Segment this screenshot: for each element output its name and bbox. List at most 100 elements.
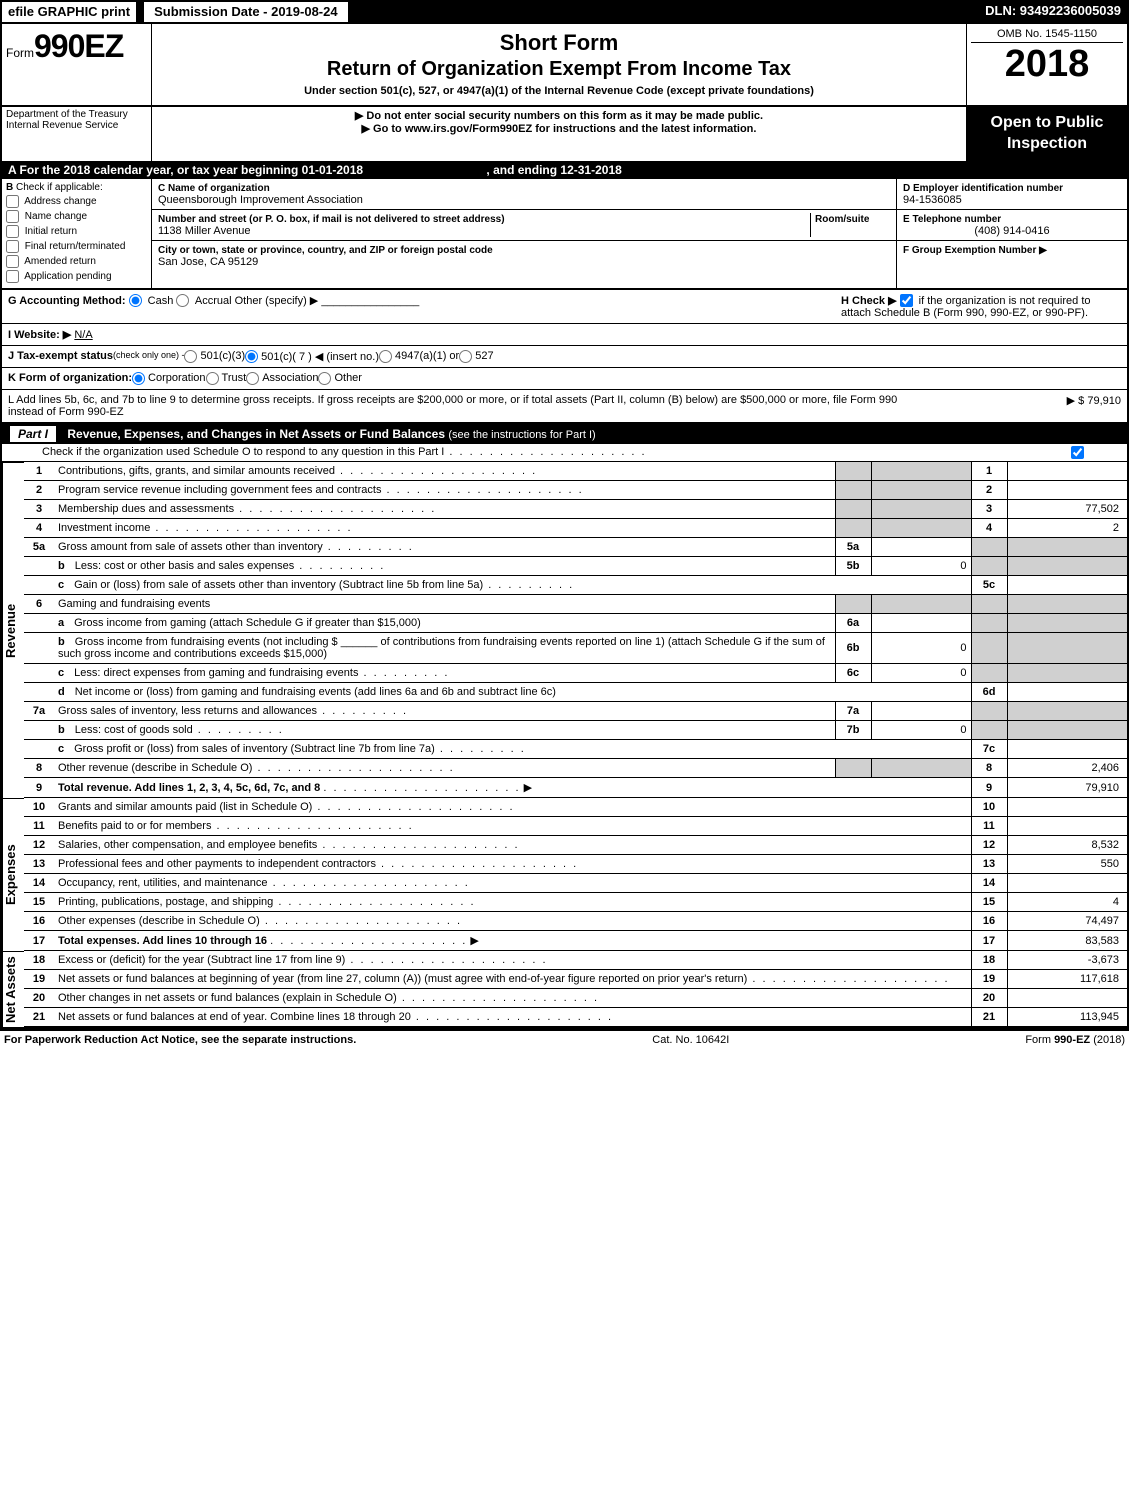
netassets-table: 18Excess or (deficit) for the year (Subt…	[24, 951, 1127, 1027]
line-10: 10Grants and similar amounts paid (list …	[24, 798, 1127, 817]
street-value: 1138 Miller Avenue	[158, 225, 251, 237]
line-6a: aGross income from gaming (attach Schedu…	[24, 614, 1127, 633]
radio-corp[interactable]	[132, 372, 145, 385]
chk-application-pending[interactable]: Application pending	[6, 270, 147, 283]
line-12: 12Salaries, other compensation, and empl…	[24, 836, 1127, 855]
other-label: Other (specify) ▶	[235, 295, 319, 307]
radio-trust[interactable]	[206, 372, 219, 385]
part1-title: Revenue, Expenses, and Changes in Net As…	[67, 427, 445, 441]
radio-assoc[interactable]	[246, 372, 259, 385]
line-6d: dNet income or (loss) from gaming and fu…	[24, 683, 1127, 702]
chk-initial-return[interactable]: Initial return	[6, 225, 147, 238]
revenue-table: 1Contributions, gifts, grants, and simil…	[24, 462, 1127, 798]
submission-date: Submission Date - 2019-08-24	[142, 0, 350, 24]
line-5a: 5aGross amount from sale of assets other…	[24, 538, 1127, 557]
part1-note: (see the instructions for Part I)	[448, 429, 595, 441]
expenses-side-label: Expenses	[2, 798, 24, 951]
line-13: 13Professional fees and other payments t…	[24, 855, 1127, 874]
footer-right: Form 990-EZ (2018)	[1025, 1034, 1125, 1046]
opt-4947: 4947(a)(1) or	[395, 350, 459, 363]
footer-center: Cat. No. 10642I	[652, 1034, 729, 1046]
goto-link[interactable]: ▶ Go to www.irs.gov/Form990EZ for instru…	[154, 122, 964, 135]
city-label: City or town, state or province, country…	[158, 245, 493, 256]
part1-header: Part I Revenue, Expenses, and Changes in…	[0, 424, 1129, 444]
chk-name-change[interactable]: Name change	[6, 210, 147, 223]
city-value: San Jose, CA 95129	[158, 256, 258, 268]
form-org-label: K Form of organization:	[8, 372, 132, 385]
row-k: K Form of organization: Corporation Trus…	[0, 368, 1129, 390]
efile-button[interactable]: efile GRAPHIC print	[0, 0, 138, 24]
subtitle: Under section 501(c), 527, or 4947(a)(1)…	[162, 85, 956, 97]
radio-other-org[interactable]	[318, 372, 331, 385]
chk-address-change[interactable]: Address change	[6, 195, 147, 208]
row-j: J Tax-exempt status (check only one) - 5…	[0, 346, 1129, 368]
line-9: 9Total revenue. Add lines 1, 2, 3, 4, 5c…	[24, 778, 1127, 798]
dept-row: Department of the Treasury Internal Reve…	[0, 107, 1129, 161]
line-5b: bLess: cost or other basis and sales exp…	[24, 557, 1127, 576]
expenses-table: 10Grants and similar amounts paid (list …	[24, 798, 1127, 951]
line-6: 6Gaming and fundraising events	[24, 595, 1127, 614]
radio-501c3[interactable]	[184, 350, 197, 363]
part1-label: Part I	[10, 426, 56, 442]
tax-exempt-label: J Tax-exempt status	[8, 350, 113, 363]
opt-corp: Corporation	[148, 372, 205, 385]
line-19: 19Net assets or fund balances at beginni…	[24, 970, 1127, 989]
line-7b: bLess: cost of goods sold7b0	[24, 721, 1127, 740]
row-i: I Website: ▶ N/A	[0, 324, 1129, 346]
line-3: 3Membership dues and assessments377,502	[24, 500, 1127, 519]
radio-accrual[interactable]	[176, 294, 189, 307]
ssn-warning: ▶ Do not enter social security numbers o…	[154, 109, 964, 122]
room-label: Room/suite	[815, 214, 869, 225]
form-num-big: 990EZ	[34, 28, 123, 64]
section-a-bar: A For the 2018 calendar year, or tax yea…	[0, 161, 1129, 179]
row-l-text: L Add lines 5b, 6c, and 7b to line 9 to …	[8, 394, 908, 418]
line-21: 21Net assets or fund balances at end of …	[24, 1008, 1127, 1027]
dept-irs: Internal Revenue Service	[6, 120, 147, 131]
radio-cash[interactable]	[129, 294, 142, 307]
revenue-section: Revenue 1Contributions, gifts, grants, a…	[0, 462, 1129, 798]
line-16: 16Other expenses (describe in Schedule O…	[24, 912, 1127, 931]
chk-schedule-o[interactable]	[1071, 446, 1084, 459]
section-a-right: , and ending 12-31-2018	[486, 163, 621, 177]
radio-527[interactable]	[459, 350, 472, 363]
line-5c: cGain or (loss) from sale of assets othe…	[24, 576, 1127, 595]
chk-amended-return[interactable]: Amended return	[6, 255, 147, 268]
part1-sub: Check if the organization used Schedule …	[0, 444, 1129, 462]
radio-501c[interactable]	[245, 350, 258, 363]
group-label: F Group Exemption Number ▶	[903, 245, 1047, 256]
street-label: Number and street (or P. O. box, if mail…	[158, 214, 505, 225]
top-bar: efile GRAPHIC print Submission Date - 20…	[0, 0, 1129, 24]
line-17: 17Total expenses. Add lines 10 through 1…	[24, 931, 1127, 951]
cash-label: Cash	[148, 295, 174, 307]
line-2: 2Program service revenue including gover…	[24, 481, 1127, 500]
phone-value: (408) 914-0416	[903, 225, 1121, 237]
col-d: D Employer identification number 94-1536…	[897, 179, 1127, 288]
chk-schedule-b[interactable]	[900, 294, 913, 307]
org-name-label: C Name of organization	[158, 183, 270, 194]
line-18: 18Excess or (deficit) for the year (Subt…	[24, 951, 1127, 970]
website-value: N/A	[74, 329, 92, 341]
form-prefix: Form	[6, 46, 34, 60]
col-b: B Check if applicable: Address change Na…	[2, 179, 152, 288]
omb-number: OMB No. 1545-1150	[971, 28, 1123, 43]
website-label: I Website: ▶	[8, 329, 71, 341]
org-name: Queensborough Improvement Association	[158, 194, 363, 206]
chk-final-return[interactable]: Final return/terminated	[6, 240, 147, 253]
radio-4947[interactable]	[379, 350, 392, 363]
opt-assoc: Association	[262, 372, 318, 385]
netassets-section: Net Assets 18Excess or (deficit) for the…	[0, 951, 1129, 1029]
line-6c: cLess: direct expenses from gaming and f…	[24, 664, 1127, 683]
open-public-badge: Open to Public Inspection	[967, 107, 1127, 161]
line-4: 4Investment income42	[24, 519, 1127, 538]
opt-other: Other	[334, 372, 362, 385]
row-l-amount: ▶ $ 79,910	[1067, 394, 1121, 418]
netassets-side-label: Net Assets	[2, 951, 24, 1027]
section-a-left: A For the 2018 calendar year, or tax yea…	[8, 163, 363, 177]
line-20: 20Other changes in net assets or fund ba…	[24, 989, 1127, 1008]
line-6b: bGross income from fundraising events (n…	[24, 633, 1127, 664]
col-b-check-label: Check if applicable:	[16, 182, 103, 193]
part1-sub-text: Check if the organization used Schedule …	[42, 446, 647, 459]
opt-501c3: 501(c)(3)	[200, 350, 245, 363]
expenses-section: Expenses 10Grants and similar amounts pa…	[0, 798, 1129, 951]
line-1: 1Contributions, gifts, grants, and simil…	[24, 462, 1127, 481]
